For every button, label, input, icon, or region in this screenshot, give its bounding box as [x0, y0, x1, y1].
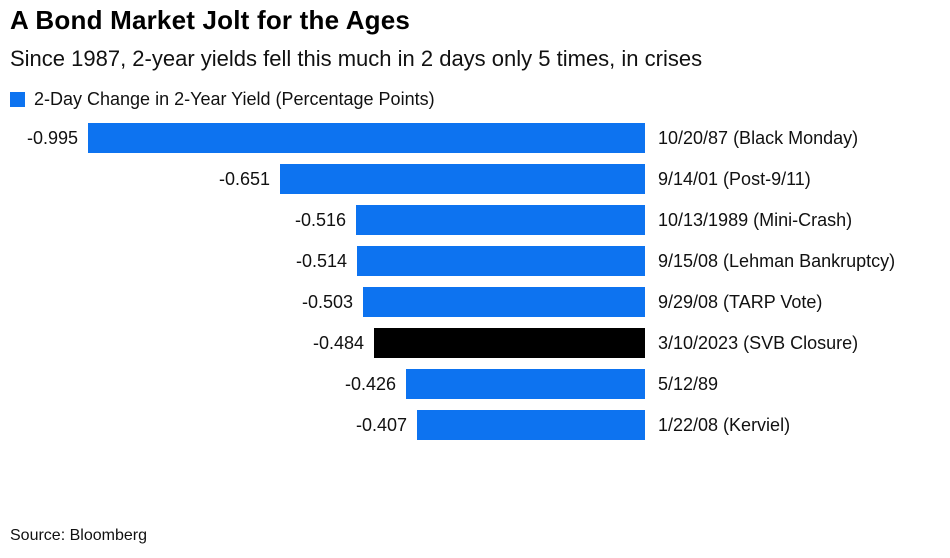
bar-row: -0.514 9/15/08 (Lehman Bankruptcy): [0, 246, 950, 276]
category-label: 5/12/89: [658, 374, 719, 394]
value-label: -0.651: [218, 169, 270, 189]
value-label: -0.516: [294, 210, 346, 230]
bar-row: -0.484 3/10/2023 (SVB Closure): [0, 328, 950, 358]
bar-row: -0.503 9/29/08 (TARP Vote): [0, 287, 950, 317]
category-label: 10/20/87 (Black Monday): [658, 128, 859, 148]
value-label: -0.995: [26, 128, 78, 148]
legend-label: 2-Day Change in 2-Year Yield (Percentage…: [34, 89, 435, 109]
value-label: -0.503: [301, 292, 353, 312]
bar: [406, 369, 645, 399]
bar-row: -0.995 10/20/87 (Black Monday): [0, 123, 950, 153]
bar: [88, 123, 645, 153]
category-label: 10/13/1989 (Mini-Crash): [658, 210, 853, 230]
category-label: 9/29/08 (TARP Vote): [658, 292, 823, 312]
value-label: -0.426: [344, 374, 396, 394]
bar: [374, 328, 645, 358]
bar-row: -0.426 5/12/89: [0, 369, 950, 399]
legend-swatch-icon: [10, 92, 25, 107]
category-label: 3/10/2023 (SVB Closure): [658, 333, 859, 353]
bar: [363, 287, 645, 317]
category-label: 9/14/01 (Post-9/11): [658, 169, 811, 189]
chart-subtitle: Since 1987, 2-year yields fell this much…: [10, 46, 703, 71]
bar-row: -0.516 10/13/1989 (Mini-Crash): [0, 205, 950, 235]
value-label: -0.514: [295, 251, 347, 271]
value-label: -0.484: [312, 333, 364, 353]
category-label: 1/22/08 (Kerviel): [658, 415, 791, 435]
bar: [356, 205, 645, 235]
bar-row: -0.407 1/22/08 (Kerviel): [0, 410, 950, 440]
bar: [280, 164, 645, 194]
bar: [417, 410, 645, 440]
bar-row: -0.651 9/14/01 (Post-9/11): [0, 164, 950, 194]
chart-title: A Bond Market Jolt for the Ages: [10, 5, 411, 35]
bar: [357, 246, 645, 276]
category-label: 9/15/08 (Lehman Bankruptcy): [658, 251, 896, 271]
legend: 2-Day Change in 2-Year Yield (Percentage…: [10, 89, 435, 110]
source-note: Source: Bloomberg: [10, 527, 147, 544]
value-label: -0.407: [355, 415, 407, 435]
